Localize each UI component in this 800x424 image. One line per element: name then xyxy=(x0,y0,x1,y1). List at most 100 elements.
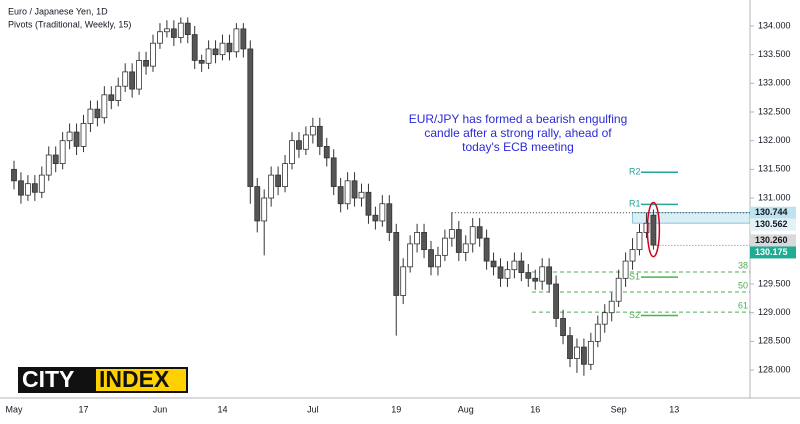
candle-body xyxy=(525,272,532,279)
candle-body xyxy=(414,232,421,245)
x-tick-label: 17 xyxy=(78,404,88,414)
candle-body xyxy=(226,42,233,53)
candle-body xyxy=(407,243,414,268)
candle-body xyxy=(108,94,115,101)
candle-body xyxy=(560,318,566,337)
candle-body xyxy=(247,48,254,187)
candle-body xyxy=(379,203,386,222)
candle-body xyxy=(302,134,309,150)
price-label-box xyxy=(750,206,796,219)
candle-body xyxy=(115,85,122,101)
candle-body xyxy=(553,283,559,319)
candle-body xyxy=(66,131,73,142)
candle-body xyxy=(170,28,177,38)
candle-body xyxy=(511,260,518,271)
candle-body xyxy=(532,277,539,282)
annotation: EUR/JPY has formed a bearish engulfing xyxy=(409,112,628,126)
candle-body xyxy=(198,60,205,64)
y-tick-label: 132.000 xyxy=(758,135,791,145)
candle-body xyxy=(567,335,573,359)
candle-body xyxy=(240,28,247,50)
candle-body xyxy=(282,163,288,187)
candle-body xyxy=(587,340,594,365)
price-label: 130.260 xyxy=(755,235,788,245)
candle-body xyxy=(38,174,45,193)
candle-body xyxy=(261,197,268,222)
logo-text: CITY xyxy=(22,366,74,392)
price-label-box xyxy=(750,218,796,231)
candle-body xyxy=(24,183,31,196)
x-tick-label: Jul xyxy=(307,404,319,414)
x-tick-label: 19 xyxy=(391,404,401,414)
logo: CITY INDEX xyxy=(18,366,188,393)
x-tick-label: Aug xyxy=(458,404,474,414)
candle-body xyxy=(441,237,448,256)
candle-body xyxy=(497,266,504,279)
candle-body xyxy=(268,174,275,199)
candle-body xyxy=(594,323,601,342)
logo-text: INDEX xyxy=(99,366,170,392)
x-tick-label: 16 xyxy=(530,404,540,414)
candle-body xyxy=(483,237,490,262)
candle-body xyxy=(101,94,108,119)
candle-body xyxy=(581,346,587,365)
candle-body xyxy=(219,42,226,56)
candle-body xyxy=(87,108,94,124)
x-tick-label: May xyxy=(5,404,23,414)
y-tick-label: 134.000 xyxy=(758,20,791,30)
candle-body xyxy=(309,125,316,136)
candle-body xyxy=(539,266,546,282)
candle-body xyxy=(275,174,282,187)
candle-body xyxy=(94,108,101,119)
candle-body xyxy=(177,22,184,38)
annotation: today's ECB meeting xyxy=(462,140,574,154)
candle-body xyxy=(163,28,170,33)
candle-body xyxy=(448,229,455,239)
fib-label: 61 xyxy=(738,300,748,310)
candle-body xyxy=(629,249,636,262)
pivot-label: S2 xyxy=(629,310,640,320)
candle-body xyxy=(546,266,553,285)
candle-body xyxy=(435,254,441,268)
candle-body xyxy=(289,140,295,165)
candle-body xyxy=(150,42,156,67)
candle-body xyxy=(59,140,66,165)
y-tick-label: 128.000 xyxy=(758,364,791,374)
candle-body xyxy=(122,71,129,87)
price-label: 130.744 xyxy=(755,207,788,217)
x-tick-label: 14 xyxy=(217,404,227,414)
candle-body xyxy=(636,232,643,251)
candle-body xyxy=(490,260,497,268)
candle-body xyxy=(80,123,87,147)
logo-yellow xyxy=(96,369,186,391)
y-tick-label: 133.000 xyxy=(758,78,791,88)
candle-body xyxy=(574,346,580,359)
candle-body xyxy=(18,180,24,196)
candle-body xyxy=(455,229,462,253)
candle-body xyxy=(643,222,650,233)
candle-body xyxy=(143,60,149,67)
candle-body xyxy=(608,300,615,314)
range-zone xyxy=(632,212,751,224)
y-tick-label: 132.500 xyxy=(758,106,791,116)
chart-subtitle: Pivots (Traditional, Weekly, 15) xyxy=(8,19,131,29)
candle-body xyxy=(191,34,198,61)
y-tick-label: 128.500 xyxy=(758,336,791,346)
y-tick-label: 133.500 xyxy=(758,49,791,59)
candle-body xyxy=(358,191,365,199)
candle-body xyxy=(400,266,407,296)
x-tick-label: Sep xyxy=(611,404,627,414)
candle-body xyxy=(157,31,163,44)
y-tick-label: 131.500 xyxy=(758,164,791,174)
candle-body xyxy=(330,157,337,187)
candle-body xyxy=(344,180,351,205)
fib-label: 38 xyxy=(738,260,748,270)
candle-body xyxy=(476,226,483,239)
y-tick-label: 129.500 xyxy=(758,278,791,288)
price-label: 130.175 xyxy=(755,247,788,257)
annotation: candle after a strong rally, ahead of xyxy=(424,126,612,140)
candle-body xyxy=(421,232,427,251)
pivot-label: R1 xyxy=(629,199,641,209)
